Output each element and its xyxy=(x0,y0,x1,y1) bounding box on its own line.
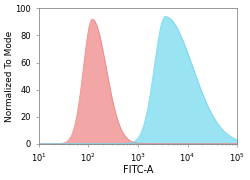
X-axis label: FITC-A: FITC-A xyxy=(123,165,153,175)
Y-axis label: Normalized To Mode: Normalized To Mode xyxy=(5,30,14,122)
